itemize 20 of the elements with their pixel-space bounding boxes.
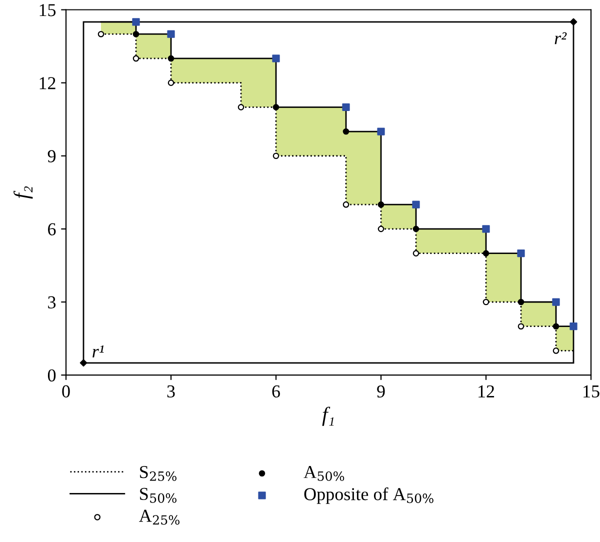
- x-tick-label: 6: [272, 385, 280, 398]
- legend-label: A$_{50%}$: [304, 466, 344, 481]
- legend-label: S$_{50%}$: [140, 488, 176, 503]
- y-tick-label: 9: [48, 150, 56, 162]
- x-tick-label: 0: [62, 385, 70, 398]
- legend-label: A$_{25%}$: [139, 510, 180, 525]
- x-tick-label: 15: [584, 385, 600, 398]
- legend-label: S$_{25%}$: [140, 466, 176, 481]
- x-tick-label: 12: [478, 385, 494, 398]
- x-tick-label: 3: [167, 385, 175, 398]
- y-tick-label: 0: [48, 369, 56, 382]
- y-axis-title: f₂: [14, 186, 33, 199]
- y-tick-label: 6: [48, 223, 56, 236]
- y-tick-label: 12: [40, 77, 56, 90]
- legend-label: Opposite of A$_{50%}$: [304, 487, 434, 504]
- annotation: r¹: [92, 345, 104, 358]
- x-axis-title: f₁: [322, 406, 334, 426]
- x-tick-label: 9: [377, 385, 385, 398]
- y-tick-label: 15: [40, 4, 56, 16]
- y-tick-label: 3: [48, 296, 56, 308]
